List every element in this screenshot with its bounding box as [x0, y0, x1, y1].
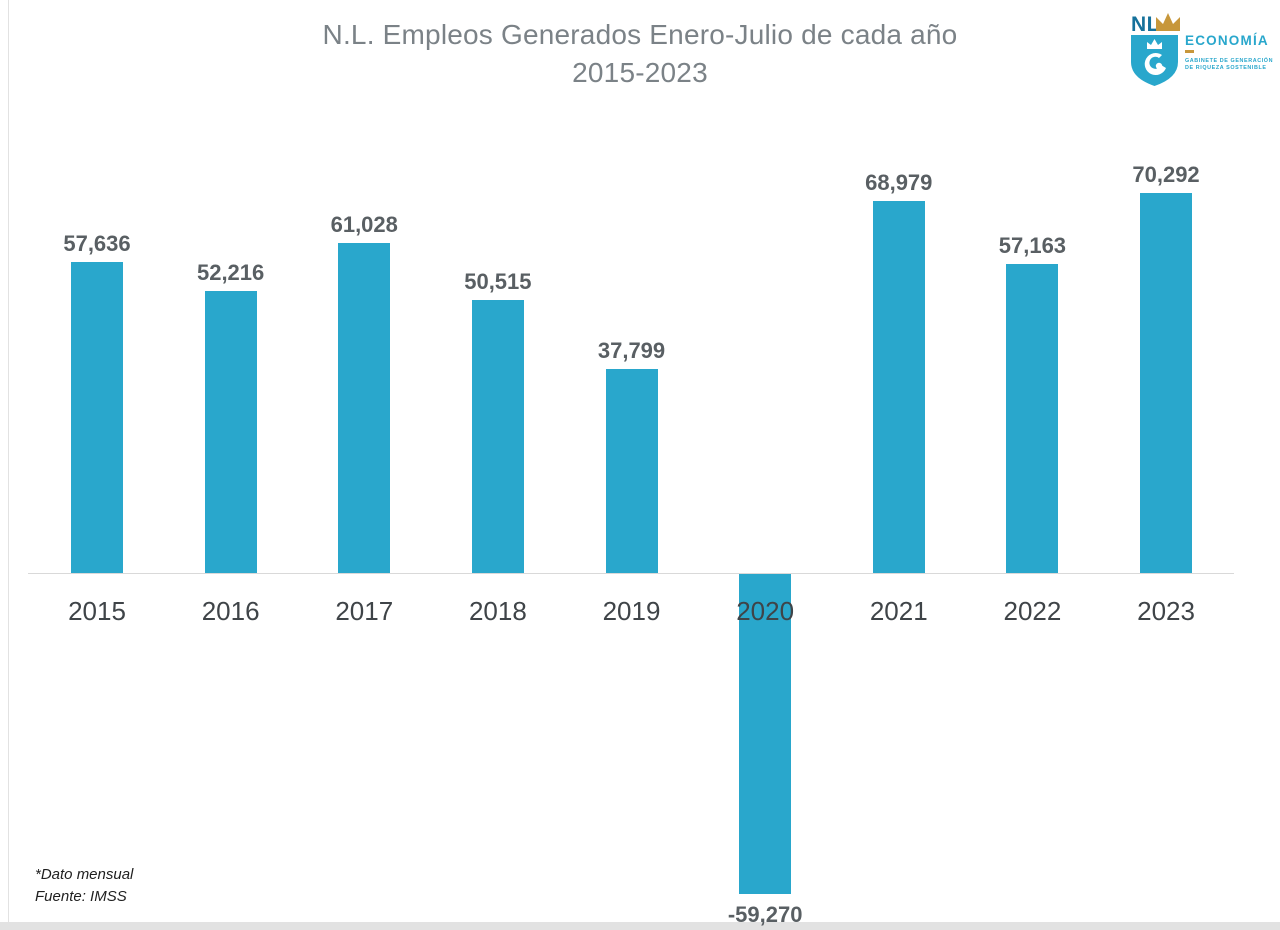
- shield-lion-icon: [1144, 53, 1166, 76]
- bar-2017: [338, 243, 391, 573]
- x-tick-2018: 2018: [468, 596, 527, 626]
- bar-2015: [71, 262, 123, 573]
- data-label-2016: 52,216: [196, 260, 265, 285]
- chart-title-line2: 2015-2023: [572, 57, 708, 88]
- x-tick-2020: 2020: [736, 596, 795, 626]
- nl-shield-icon: [1131, 35, 1178, 86]
- logo-tagline-line2: DE RIQUEZA SOSTENIBLE: [1185, 65, 1267, 71]
- shield-crown-icon: [1147, 39, 1162, 49]
- x-tick-2021: 2021: [869, 596, 928, 626]
- bar-2019: [605, 369, 658, 573]
- bar-2016: [204, 291, 257, 573]
- logo-nl-text: NL: [1131, 13, 1160, 36]
- data-label-2018: 50,515: [464, 269, 532, 294]
- shield-lion-eye: [1155, 62, 1163, 70]
- chart-title: N.L. Empleos Generados Enero-Julio de ca…: [0, 16, 1280, 92]
- bar-2022: [1006, 264, 1059, 573]
- bar-2020: [739, 574, 792, 894]
- x-tick-2019: 2019: [602, 596, 661, 626]
- footnote-line1: *Dato mensual: [35, 866, 134, 883]
- crown-icon: [1156, 13, 1180, 31]
- chart-title-line1: N.L. Empleos Generados Enero-Julio de ca…: [322, 19, 958, 50]
- data-label-2020: -59,270: [727, 902, 803, 927]
- bar-2021: [872, 201, 925, 573]
- data-label-2017: 61,028: [330, 212, 398, 237]
- x-tick-2016: 2016: [201, 596, 260, 626]
- data-label-2021: 68,979: [865, 170, 933, 195]
- footnote: *Dato mensual Fuente: IMSS: [35, 864, 133, 908]
- footnote-line2: Fuente: IMSS: [35, 888, 127, 905]
- x-tick-2015: 2015: [68, 596, 126, 626]
- bar-2018: [471, 300, 524, 573]
- logo-brand-text: ECONOMÍA: [1185, 33, 1269, 48]
- x-tick-2023: 2023: [1137, 596, 1195, 626]
- left-edge-line: [8, 0, 9, 930]
- bottom-strip: [0, 922, 1280, 930]
- data-label-2023: 70,292: [1132, 162, 1200, 187]
- logo-tagline-line1: GABINETE DE GENERACIÓN: [1185, 56, 1273, 64]
- logo-gold-dash: [1185, 50, 1194, 53]
- data-label-2022: 57,163: [998, 233, 1067, 258]
- x-tick-2022: 2022: [1003, 596, 1062, 626]
- x-tick-2017: 2017: [335, 596, 394, 626]
- bar-2023: [1140, 193, 1193, 573]
- data-label-2015: 57,636: [63, 231, 131, 256]
- data-label-2019: 37,799: [597, 338, 666, 363]
- x-axis-line: [28, 573, 1234, 574]
- nl-economia-logo: NL ECONOMÍA GABINETE DE GENERACIÓN DE RI…: [1131, 13, 1273, 86]
